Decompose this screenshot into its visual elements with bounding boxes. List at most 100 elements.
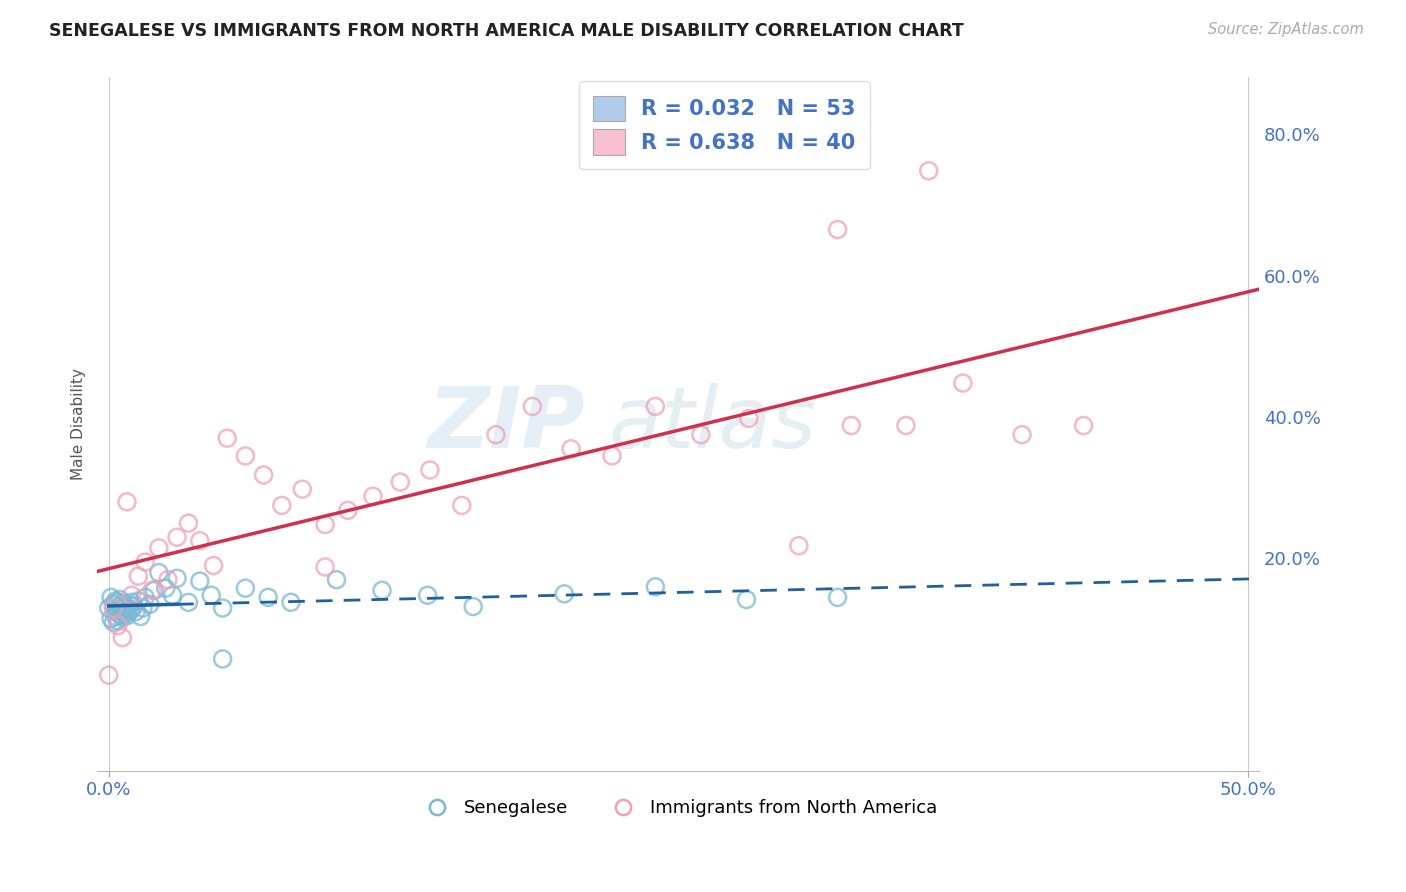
- Point: [361, 489, 384, 503]
- Point: [111, 603, 134, 617]
- Point: [118, 598, 141, 612]
- Point: [103, 615, 125, 629]
- Point: [148, 566, 170, 580]
- Point: [827, 591, 849, 605]
- Point: [463, 599, 485, 614]
- Point: [156, 573, 179, 587]
- Point: [162, 588, 184, 602]
- Point: [132, 601, 155, 615]
- Point: [952, 376, 974, 390]
- Point: [485, 427, 508, 442]
- Point: [1011, 427, 1033, 442]
- Point: [115, 608, 138, 623]
- Point: [211, 652, 233, 666]
- Text: SENEGALESE VS IMMIGRANTS FROM NORTH AMERICA MALE DISABILITY CORRELATION CHART: SENEGALESE VS IMMIGRANTS FROM NORTH AMER…: [49, 22, 965, 40]
- Point: [104, 594, 127, 608]
- Y-axis label: Male Disability: Male Disability: [72, 368, 86, 480]
- Point: [735, 592, 758, 607]
- Point: [553, 587, 575, 601]
- Point: [104, 609, 127, 624]
- Point: [100, 611, 122, 625]
- Point: [122, 599, 145, 614]
- Point: [115, 495, 138, 509]
- Point: [291, 482, 314, 496]
- Point: [177, 595, 200, 609]
- Point: [314, 517, 336, 532]
- Point: [270, 499, 292, 513]
- Point: [314, 560, 336, 574]
- Point: [97, 601, 120, 615]
- Text: Source: ZipAtlas.com: Source: ZipAtlas.com: [1208, 22, 1364, 37]
- Point: [121, 595, 143, 609]
- Point: [108, 592, 131, 607]
- Point: [115, 601, 138, 615]
- Point: [918, 163, 941, 178]
- Point: [111, 596, 134, 610]
- Point: [217, 431, 239, 445]
- Point: [134, 555, 156, 569]
- Point: [111, 631, 134, 645]
- Point: [138, 598, 160, 612]
- Point: [787, 539, 810, 553]
- Point: [522, 400, 544, 414]
- Point: [107, 602, 129, 616]
- Point: [188, 574, 211, 588]
- Point: [114, 607, 136, 621]
- Point: [108, 608, 131, 623]
- Point: [127, 594, 149, 608]
- Point: [200, 588, 222, 602]
- Point: [107, 595, 129, 609]
- Point: [166, 530, 188, 544]
- Point: [280, 595, 302, 609]
- Point: [97, 668, 120, 682]
- Point: [188, 533, 211, 548]
- Point: [127, 569, 149, 583]
- Point: [416, 588, 439, 602]
- Point: [560, 442, 582, 456]
- Point: [121, 588, 143, 602]
- Point: [141, 583, 163, 598]
- Point: [148, 541, 170, 555]
- Point: [211, 601, 233, 615]
- Point: [252, 468, 274, 483]
- Point: [827, 222, 849, 236]
- Point: [118, 605, 141, 619]
- Point: [177, 516, 200, 530]
- Point: [202, 558, 225, 573]
- Point: [108, 599, 131, 613]
- Point: [129, 609, 152, 624]
- Point: [107, 614, 129, 628]
- Point: [155, 581, 177, 595]
- Legend: Senegalese, Immigrants from North America: Senegalese, Immigrants from North Americ…: [412, 791, 945, 824]
- Point: [235, 449, 257, 463]
- Point: [166, 571, 188, 585]
- Point: [371, 583, 394, 598]
- Point: [121, 602, 143, 616]
- Point: [143, 583, 166, 598]
- Point: [134, 591, 156, 605]
- Point: [111, 610, 134, 624]
- Point: [450, 499, 472, 513]
- Point: [100, 591, 122, 605]
- Point: [419, 463, 441, 477]
- Point: [839, 418, 862, 433]
- Text: atlas: atlas: [609, 383, 817, 466]
- Point: [103, 601, 125, 615]
- Point: [644, 400, 666, 414]
- Point: [336, 503, 359, 517]
- Point: [1073, 418, 1095, 433]
- Point: [114, 599, 136, 614]
- Point: [103, 598, 125, 612]
- Point: [389, 475, 412, 489]
- Point: [107, 618, 129, 632]
- Point: [644, 580, 666, 594]
- Point: [257, 591, 280, 605]
- Point: [894, 418, 917, 433]
- Point: [235, 581, 257, 595]
- Point: [104, 605, 127, 619]
- Point: [690, 427, 713, 442]
- Point: [125, 605, 148, 619]
- Point: [325, 573, 347, 587]
- Point: [738, 411, 761, 425]
- Text: ZIP: ZIP: [427, 383, 585, 466]
